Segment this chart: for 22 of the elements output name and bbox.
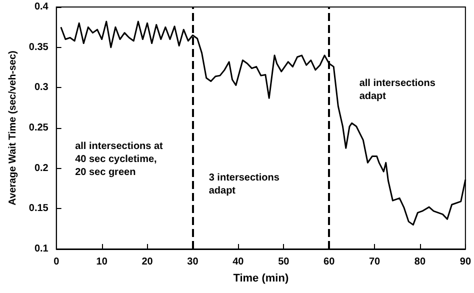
x-tick-label: 40 [232,256,244,268]
y-tick-label: 0.35 [28,42,49,53]
x-tick-label: 50 [278,256,290,268]
x-tick-label: 60 [324,256,336,268]
annotation: all intersections at 40 sec cycletime, 20 sec green [75,141,164,178]
x-tick-label: 20 [142,256,154,268]
annotation: all intersections adapt [359,78,436,102]
y-tick-label: 0.2 [34,162,49,174]
x-tick-label: 10 [96,256,108,268]
x-tick-label: 80 [414,256,426,268]
x-tick-label: 30 [187,256,199,268]
y-tick-label: 0.15 [28,203,49,214]
x-axis-title: Time (min) [233,272,289,284]
x-tick-label: 90 [460,256,472,268]
y-tick-label: 0.3 [34,82,49,94]
x-tick-label: 0 [54,256,60,268]
y-tick-label: 0.4 [34,2,49,12]
y-axis-title: Average Wait Time (sec/veh-sec) [8,50,18,206]
y-tick-label: 0.25 [28,122,49,134]
x-tick-label: 70 [368,256,381,268]
y-tick-label: 0.1 [34,244,49,254]
annotation: 3 intersections adapt [208,172,280,197]
